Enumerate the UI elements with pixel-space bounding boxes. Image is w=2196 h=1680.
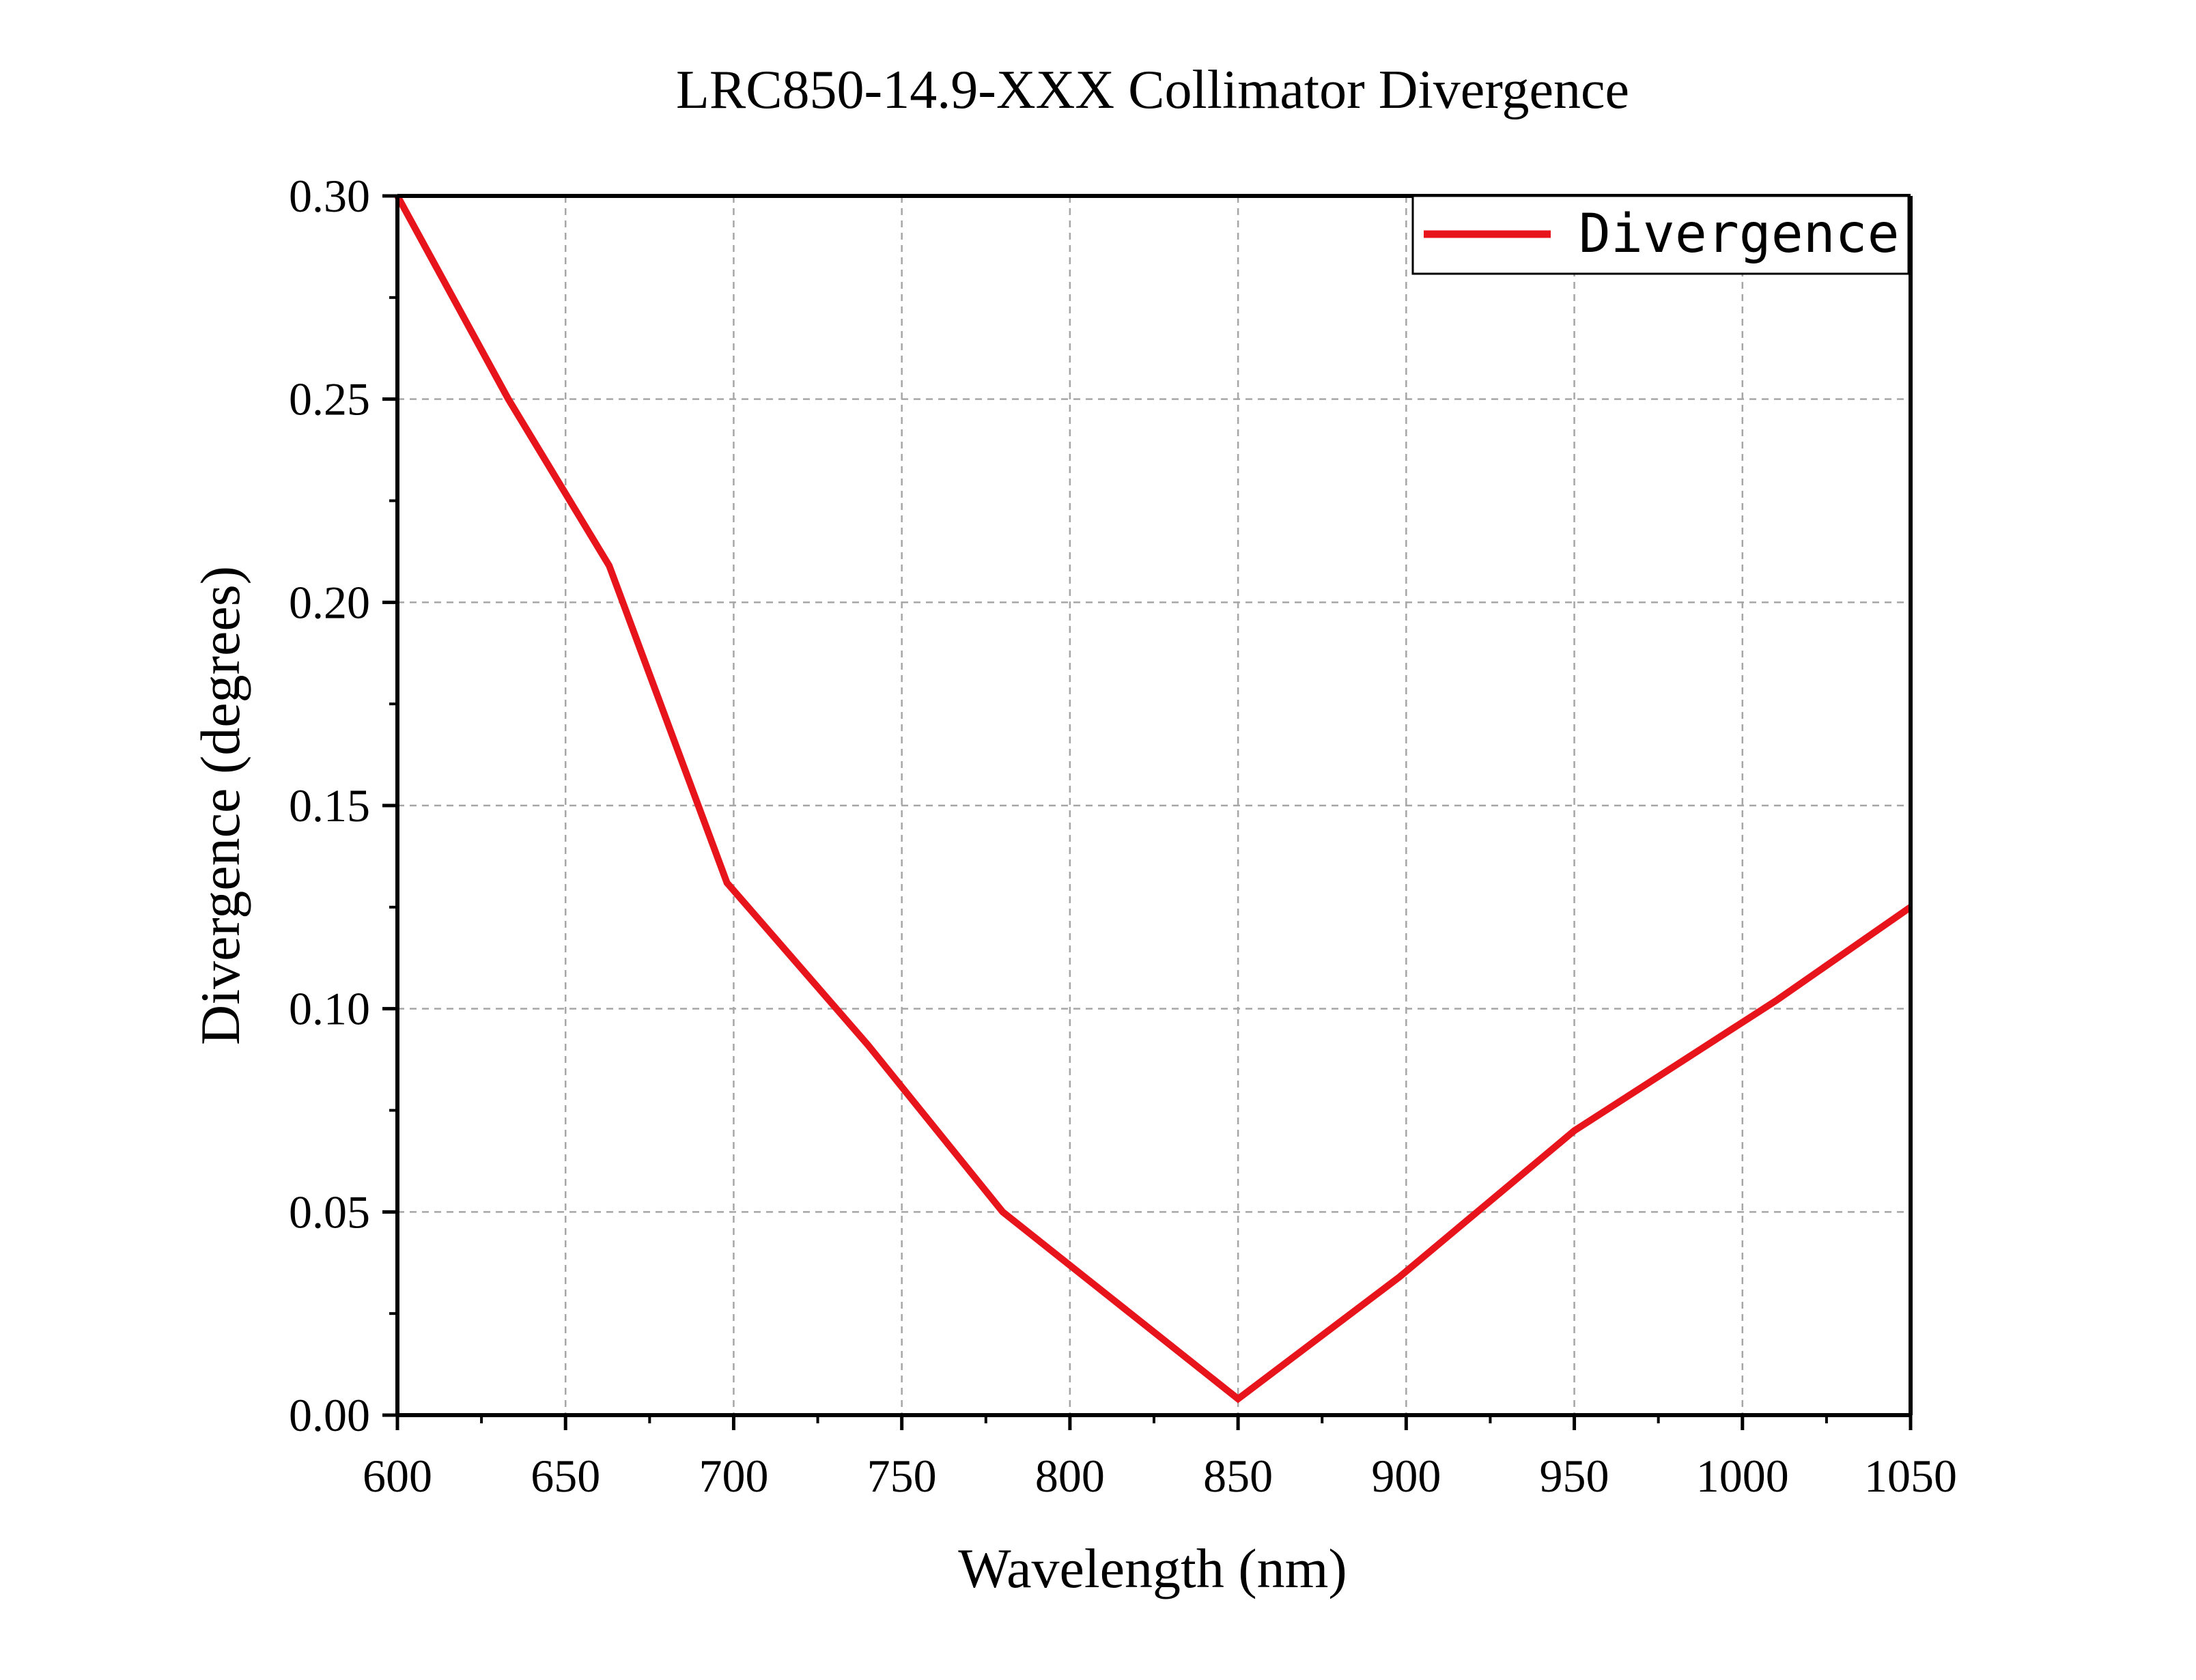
x-tick-label: 600	[363, 1450, 432, 1502]
data-layer	[394, 194, 1913, 1404]
legend: Divergence	[1411, 195, 1910, 275]
x-tick-label: 800	[1035, 1450, 1105, 1502]
x-tick-label: 850	[1203, 1450, 1273, 1502]
y-tick-label: 0.20	[289, 576, 370, 628]
series-line-divergence	[394, 194, 1913, 1404]
x-tick-label: 750	[867, 1450, 937, 1502]
y-tick-label: 0.00	[289, 1389, 370, 1441]
grid-layer	[397, 196, 1911, 1415]
y-tick-label: 0.05	[289, 1186, 370, 1238]
x-tick-label: 700	[699, 1450, 768, 1502]
y-tick-label: 0.25	[289, 373, 370, 425]
x-tick-label: 1050	[1864, 1450, 1957, 1502]
y-tick-label: 0.10	[289, 983, 370, 1035]
x-tick-label: 950	[1540, 1450, 1609, 1502]
y-tick-label: 0.15	[289, 780, 370, 831]
x-axis-label: Wavelength (nm)	[958, 1537, 1347, 1599]
legend-label-divergence: Divergence	[1579, 203, 1900, 265]
chart-title: LRC850-14.9-XXX Collimator Divergence	[676, 60, 1629, 120]
y-tick-label: 0.30	[289, 170, 370, 222]
x-tick-label: 650	[531, 1450, 600, 1502]
x-tick-label: 1000	[1696, 1450, 1789, 1502]
legend-box	[1411, 195, 1910, 275]
x-tick-label: 900	[1371, 1450, 1441, 1502]
ticks-layer: 600 650 700 750 800 850 900 950 1000 1050 0.00 0.05…	[289, 170, 1957, 1502]
y-axis-label: Divergence (degrees)	[189, 566, 251, 1045]
